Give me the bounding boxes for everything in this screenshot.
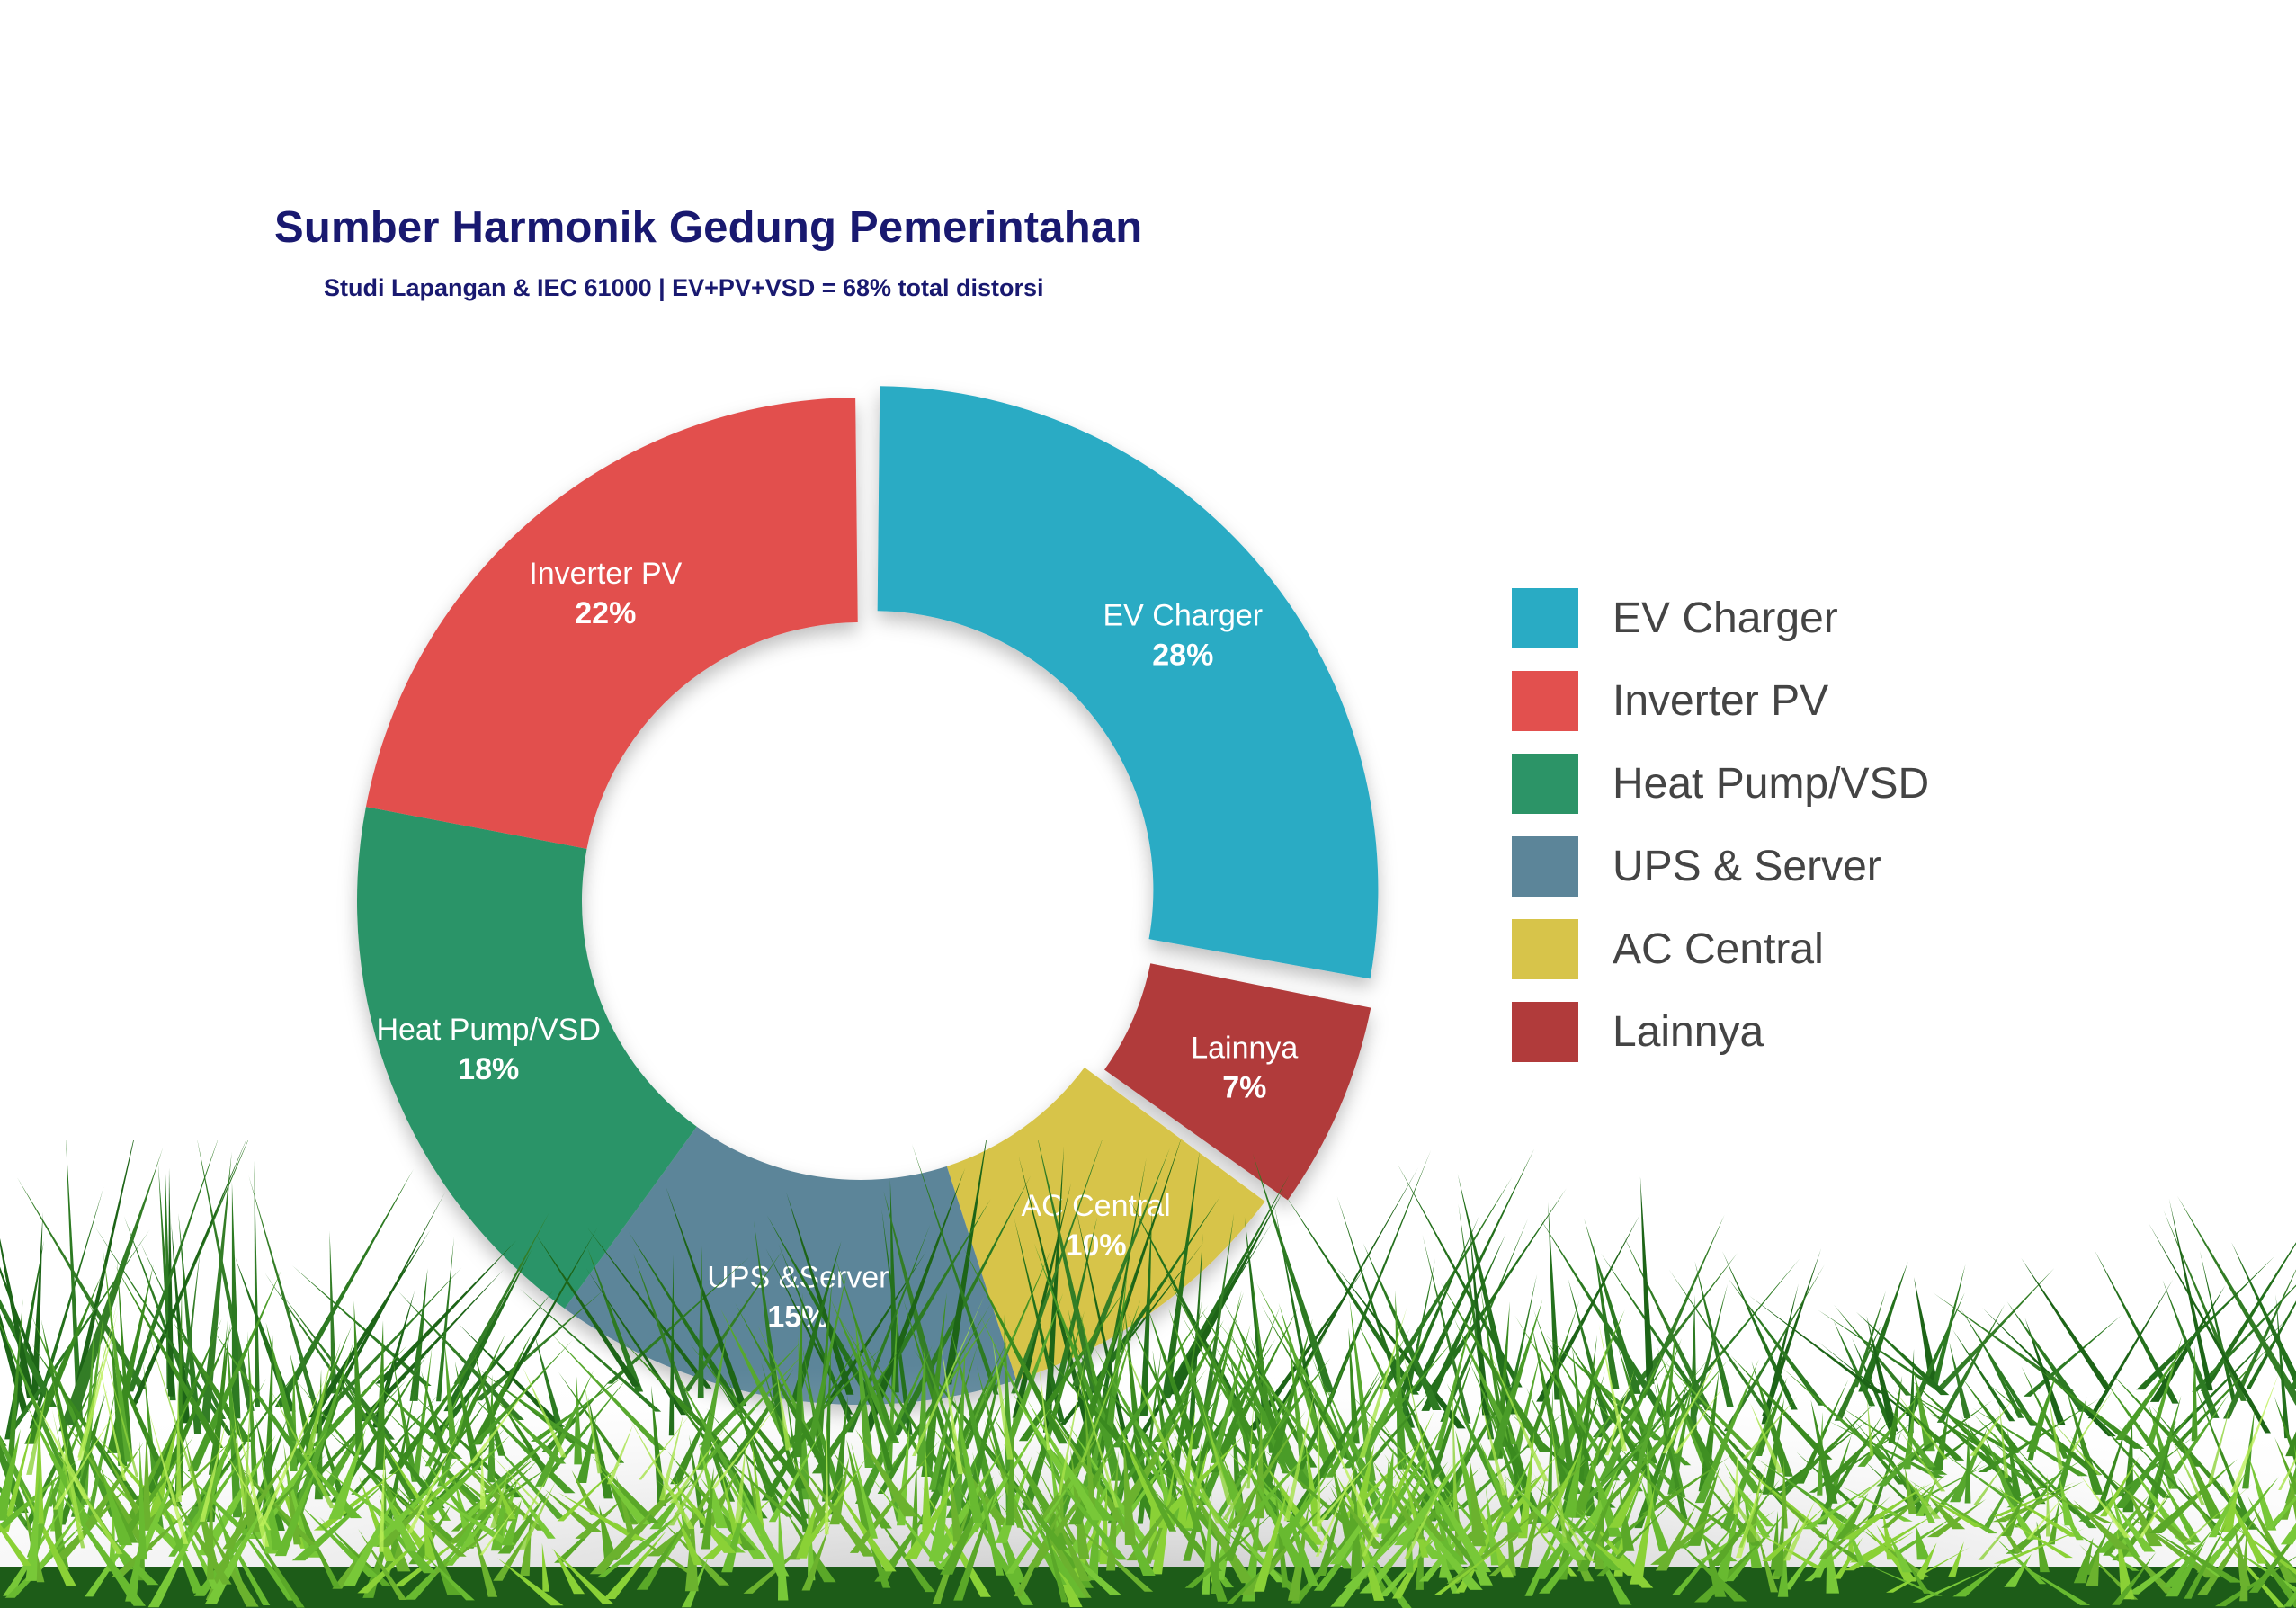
svg-text:Heat Pump/VSD: Heat Pump/VSD xyxy=(376,1013,600,1047)
svg-text:28%: 28% xyxy=(1152,639,1213,673)
svg-text:Lainnya: Lainnya xyxy=(1191,1032,1298,1066)
svg-text:7%: 7% xyxy=(1222,1071,1266,1105)
svg-text:Inverter PV: Inverter PV xyxy=(529,557,682,591)
svg-text:EV Charger: EV Charger xyxy=(1103,599,1263,633)
svg-text:22%: 22% xyxy=(575,596,636,630)
svg-text:18%: 18% xyxy=(458,1052,519,1086)
